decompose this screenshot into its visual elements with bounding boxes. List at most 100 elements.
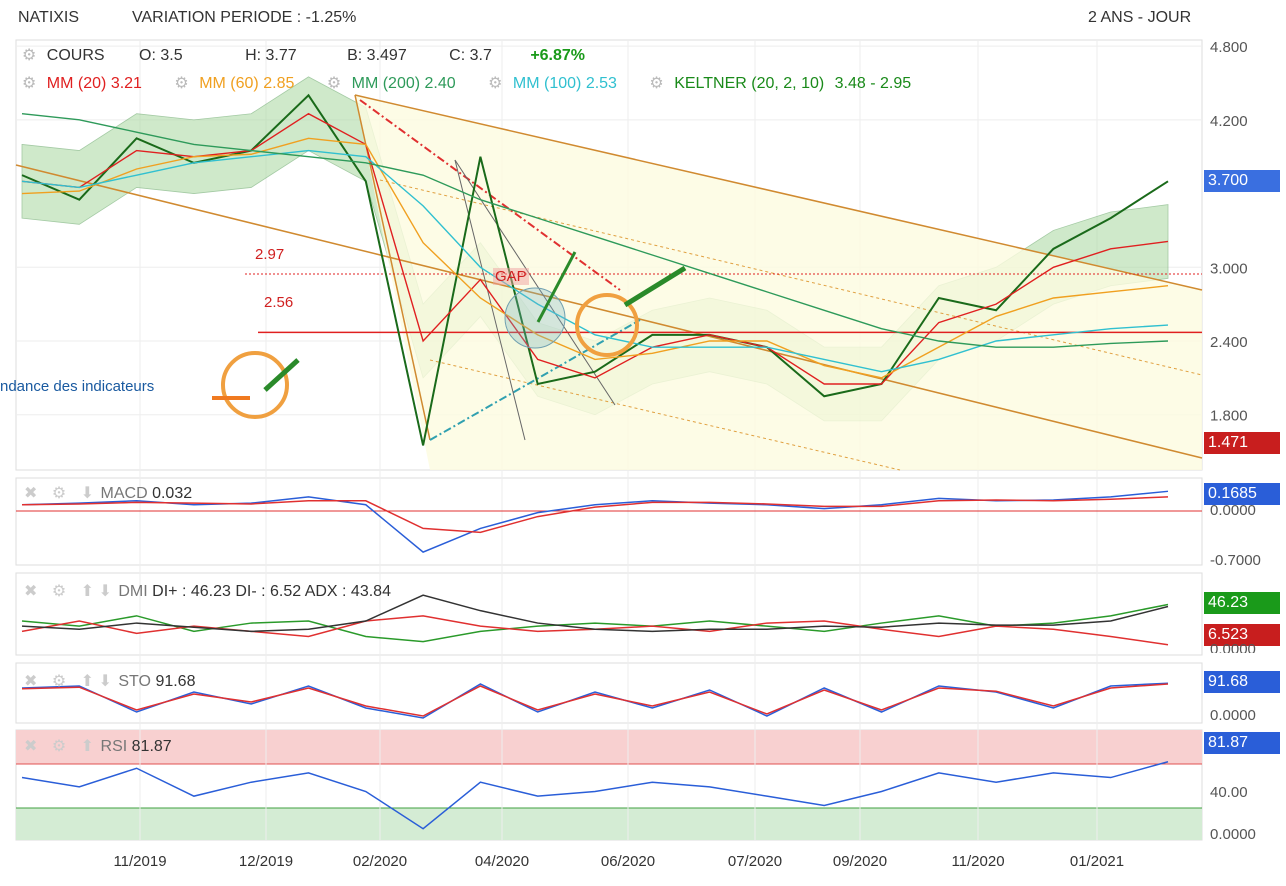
- variation-text: VARIATION PERIODE : -1.25%: [132, 9, 357, 26]
- rsi-line: [21, 761, 1169, 830]
- cours-low: B: 3.497: [347, 47, 407, 64]
- axes: 11/2019 12/2019 02/2020 04/2020 06/2020 07/20…: [113, 39, 1247, 870]
- mm200-value: 2.40: [424, 75, 456, 92]
- y-tick-label: 4.200: [1210, 113, 1248, 130]
- arrow-up-icon[interactable]: ⬆: [80, 738, 95, 755]
- fan-line-grey: [454, 159, 526, 441]
- gap-label: GAP: [493, 268, 529, 285]
- rsi-label: RSI: [100, 738, 128, 755]
- channel-lower: [15, 164, 1203, 459]
- rsi-tick-1: 0.0000: [1210, 826, 1256, 840]
- mm60-label: MM (60): [199, 75, 259, 92]
- x-tick-label: 01/2021: [1070, 853, 1124, 870]
- sto-badge: 91.68: [1204, 671, 1280, 693]
- gear-icon[interactable]: ⚙: [51, 583, 67, 600]
- dmi-header: ✖ ⚙ ⬆ ⬇ DMI DI+ : 46.23 DI- : 6.52 ADX :…: [24, 581, 391, 601]
- y-tick-label: 3.000: [1210, 260, 1248, 277]
- y-tick-label: 4.800: [1210, 39, 1248, 56]
- mm60-value: 2.85: [263, 75, 295, 92]
- mm100-label: MM (100): [512, 75, 582, 92]
- rsi-header: ✖ ⚙ ⬆ RSI 81.87: [24, 736, 172, 756]
- period-selector[interactable]: 2 ANS - JOUR: [1088, 9, 1192, 26]
- keltner-label: KELTNER (20, 2, 10): [674, 75, 825, 92]
- sto-tick-0: 0.0000: [1210, 707, 1256, 724]
- legend-ma: ⚙ MM (20) 3.21 ⚙ MM (60) 2.85 ⚙ MM (200)…: [22, 73, 911, 93]
- x-tick-label: 02/2020: [353, 853, 407, 870]
- close-icon[interactable]: ✖: [24, 583, 38, 600]
- arrow-down-icon[interactable]: ⬇: [80, 485, 95, 502]
- cours-open: O: 3.5: [139, 47, 183, 64]
- bubble-circle: [504, 287, 566, 349]
- adx-line: [21, 594, 1169, 633]
- close-icon[interactable]: ✖: [24, 485, 38, 502]
- macd-signal-line: [21, 496, 1169, 534]
- trend-indicators-text: ndance des indicateurs: [0, 378, 155, 395]
- x-tick-label: 07/2020: [728, 853, 782, 870]
- cours-label: COURS: [46, 47, 105, 64]
- x-tick-label: 12/2019: [239, 853, 293, 870]
- cours-change: +6.87%: [530, 47, 586, 64]
- gear-icon[interactable]: ⚙: [22, 75, 37, 92]
- mm20-label: MM (20): [46, 75, 107, 92]
- gear-icon[interactable]: ⚙: [51, 485, 67, 502]
- mm100-value: 2.53: [585, 75, 617, 92]
- channel-fill: [355, 95, 1202, 470]
- sto-d-line: [21, 683, 1169, 717]
- series-MM (20): [21, 112, 1169, 385]
- gear-icon[interactable]: ⚙: [174, 75, 189, 92]
- price-series: [21, 93, 1169, 446]
- close-icon[interactable]: ✖: [24, 738, 38, 755]
- gear-icon[interactable]: ⚙: [51, 673, 67, 690]
- y-tick-label: 2.400: [1210, 334, 1248, 351]
- arrow-down-icon[interactable]: ⬇: [98, 583, 112, 600]
- mm200-label: MM (200): [351, 75, 421, 92]
- mm20-value: 3.21: [110, 75, 142, 92]
- arrow-up-icon: [623, 265, 687, 308]
- gear-icon[interactable]: ⚙: [326, 75, 342, 92]
- cours-close: C: 3.7: [449, 47, 492, 64]
- cours-high: H: 3.77: [245, 47, 297, 64]
- arrow-up-icon: [536, 251, 577, 323]
- di-plus-line: [21, 603, 1169, 643]
- gear-icon[interactable]: ⚙: [649, 75, 664, 92]
- channel-mid-2: [429, 359, 901, 471]
- x-tick-label: 09/2020: [833, 853, 887, 870]
- sto-value: 91.68: [155, 673, 196, 690]
- panel-frame: [15, 662, 1203, 724]
- last-price-badge: 3.700: [1204, 170, 1280, 192]
- channel-mid: [379, 179, 1203, 376]
- grid: [15, 39, 1203, 841]
- x-tick-label: 04/2020: [475, 853, 529, 870]
- macd-tick-1: -0.7000: [1210, 552, 1261, 569]
- gear-icon[interactable]: ⚙: [51, 738, 67, 755]
- di-minus-line: [21, 615, 1169, 646]
- macd-label: MACD: [100, 485, 148, 502]
- arrow-up-icon[interactable]: ⬆: [80, 673, 95, 690]
- dmi-tick-0: 0.0000: [1210, 641, 1256, 653]
- x-tick-label: 11/2020: [951, 853, 1004, 870]
- rsi-tick-0: 40.00: [1210, 784, 1248, 801]
- x-tick-label: 11/2019: [113, 853, 166, 870]
- dmi-value: DI+ : 46.23 DI- : 6.52 ADX : 43.84: [152, 583, 391, 600]
- di-plus-badge: 46.23: [1204, 592, 1280, 614]
- rsi-badge: 81.87: [1204, 732, 1280, 754]
- channel-upper: [354, 94, 1203, 291]
- series-MM (100): [21, 149, 1169, 373]
- rsi-overbought-zone: [16, 730, 1202, 764]
- gear-icon[interactable]: ⚙: [488, 75, 503, 92]
- series-COURS: [21, 93, 1169, 446]
- series-MM (200): [21, 113, 1169, 348]
- legend-cours[interactable]: ⚙ COURS O: 3.5 H: 3.77 B: 3.497 C: 3.7 +…: [22, 45, 585, 65]
- arrow-down-icon[interactable]: ⬇: [98, 673, 112, 690]
- macd-header: ✖ ⚙ ⬇ MACD 0.032: [24, 483, 192, 503]
- y-tick-label: 1.800: [1210, 408, 1248, 425]
- close-icon[interactable]: ✖: [24, 673, 38, 690]
- highlight-circle: [575, 293, 639, 357]
- arrow-up-icon[interactable]: ⬆: [80, 583, 95, 600]
- sto-header: ✖ ⚙ ⬆ ⬇ STO 91.68: [24, 671, 195, 691]
- di-minus-badge: 6.523: [1204, 624, 1280, 646]
- dmi-label: DMI: [118, 583, 148, 600]
- low-price-badge: 1.471: [1204, 432, 1280, 454]
- macd-value: 0.032: [152, 485, 193, 502]
- gear-icon[interactable]: ⚙: [22, 47, 37, 64]
